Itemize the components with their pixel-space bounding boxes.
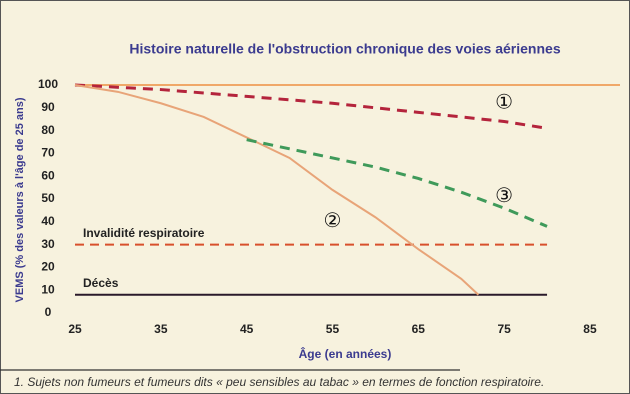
x-tick-label: 65 (412, 322, 426, 336)
x-tick-label: 45 (240, 322, 254, 336)
reference-label: Décès (83, 276, 119, 290)
series-label: ① (495, 92, 513, 114)
series-line (74, 83, 548, 130)
series-line (74, 84, 480, 296)
y-tick-label: 100 (38, 77, 58, 91)
y-tick-label: 20 (41, 260, 55, 274)
y-tick-label: 50 (41, 191, 55, 205)
chart-title: Histoire naturelle de l'obstruction chro… (129, 41, 560, 57)
series-label: ③ (495, 185, 513, 207)
y-tick-label: 90 (41, 100, 55, 114)
y-tick-label: 0 (45, 305, 52, 319)
footnote: 1. Sujets non fumeurs et fumeurs dits « … (14, 375, 544, 389)
x-tick-label: 75 (497, 322, 511, 336)
y-tick-label: 10 (41, 282, 55, 296)
x-tick-label: 55 (326, 322, 340, 336)
y-axis-label: VEMS (% des valeurs à l'âge de 25 ans) (14, 97, 26, 302)
x-axis-label: Âge (en années) (299, 346, 392, 361)
y-tick-label: 70 (41, 146, 55, 160)
y-tick-label: 30 (41, 237, 55, 251)
y-tick-label: 60 (41, 168, 55, 182)
y-tick-label: 80 (41, 123, 55, 137)
x-tick-label: 85 (583, 322, 597, 336)
reference-label: Invalidité respiratoire (83, 226, 205, 240)
y-tick-label: 40 (41, 214, 55, 228)
x-tick-label: 35 (154, 322, 168, 336)
x-tick-label: 25 (68, 322, 82, 336)
series-line (246, 138, 548, 228)
series-label: ② (324, 210, 342, 232)
